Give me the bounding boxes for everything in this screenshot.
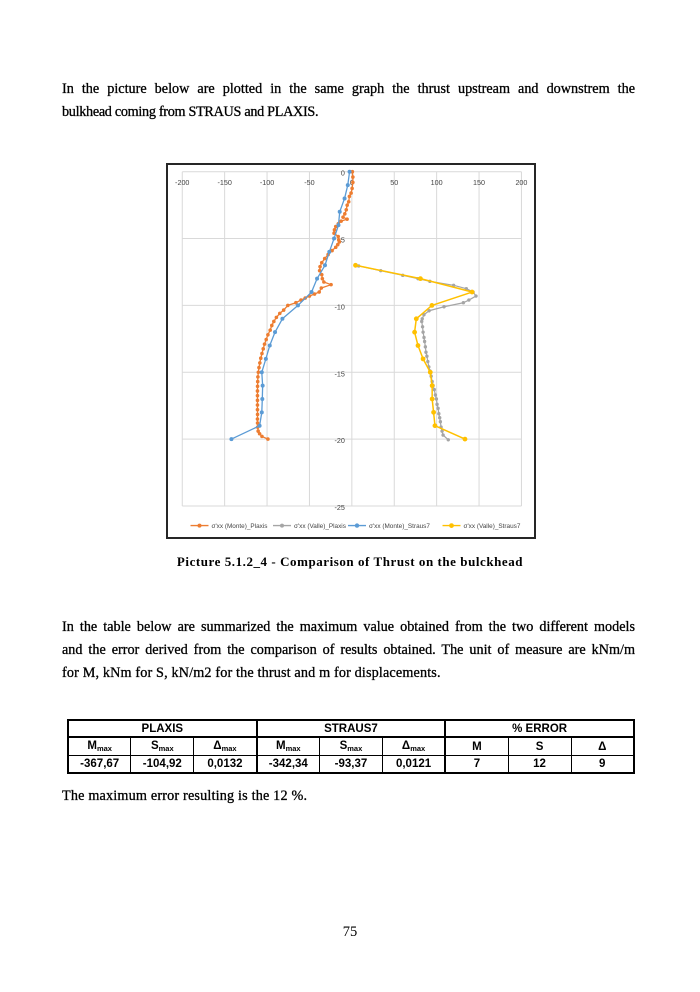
svg-text:200: 200 [515, 178, 527, 187]
svg-text:σ'xx (Monte)_Plaxis: σ'xx (Monte)_Plaxis [212, 523, 268, 530]
svg-text:50: 50 [390, 178, 398, 187]
svg-text:-20: -20 [334, 436, 344, 445]
svg-text:150: 150 [473, 178, 485, 187]
svg-text:-15: -15 [334, 369, 344, 378]
svg-text:-100: -100 [260, 178, 274, 187]
svg-text:-10: -10 [334, 302, 344, 311]
svg-text:σ'xx (Valle)_Plaxis: σ'xx (Valle)_Plaxis [294, 523, 346, 530]
svg-text:-25: -25 [334, 503, 344, 512]
svg-text:-150: -150 [217, 178, 231, 187]
svg-text:-200: -200 [175, 178, 189, 187]
svg-text:0: 0 [341, 169, 345, 178]
svg-text:-5: -5 [338, 236, 344, 245]
svg-text:100: 100 [431, 178, 443, 187]
svg-text:σ'xx (Valle)_Straus7: σ'xx (Valle)_Straus7 [464, 523, 521, 530]
svg-text:-50: -50 [304, 178, 314, 187]
svg-text:σ'xx (Monte)_Straus7: σ'xx (Monte)_Straus7 [369, 523, 430, 530]
